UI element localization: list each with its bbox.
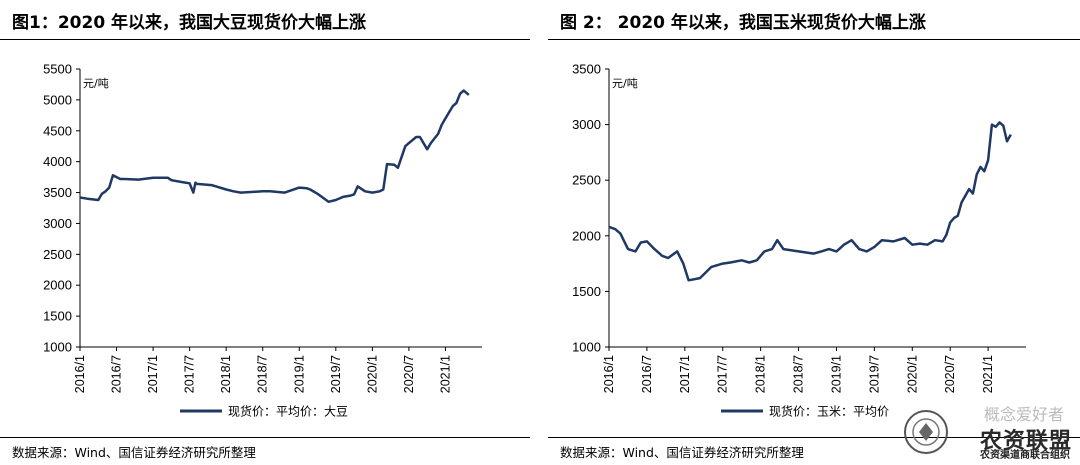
source-rule-left bbox=[0, 437, 530, 438]
watermark-logo-text: 农资联盟 bbox=[979, 429, 1072, 454]
x-tick-label: 2016/1 bbox=[73, 355, 87, 393]
x-tick-label: 2016/1 bbox=[602, 355, 616, 393]
watermark: 概念爱好者 农资联盟 农资渠道商联合组织 bbox=[901, 399, 1076, 461]
title-rule-left bbox=[0, 39, 530, 40]
series-line bbox=[79, 89, 470, 204]
y-tick-label: 4500 bbox=[43, 123, 72, 138]
x-tick-label: 2020/1 bbox=[365, 355, 379, 393]
x-tick-label: 2019/1 bbox=[292, 355, 306, 393]
y-tick-label: 2500 bbox=[43, 247, 72, 262]
legend-label: 现货价：玉米：平均价 bbox=[769, 404, 889, 419]
watermark-wechat-text: 概念爱好者 bbox=[983, 405, 1064, 424]
y-tick-label: 5000 bbox=[43, 92, 72, 107]
y-tick-label: 5500 bbox=[43, 62, 72, 77]
x-tick-label: 2020/7 bbox=[402, 355, 416, 393]
y-tick-label: 1000 bbox=[43, 340, 72, 355]
x-tick-label: 2017/1 bbox=[146, 355, 160, 393]
x-tick-label: 2019/7 bbox=[329, 355, 343, 393]
soybean-price-chart: 1000 1500 2000 2500 3000 3500 4000 4500 5000 5500… bbox=[43, 62, 482, 419]
y-tick-label: 3500 bbox=[572, 62, 601, 77]
data-source-left: 数据来源：Wind、国信证券经济研究所整理 bbox=[12, 445, 256, 460]
x-tick-label: 2019/7 bbox=[867, 355, 881, 393]
right-panel: 图 2： 2020 年以来，我国玉米现货价大幅上涨 1000 1500 2000 25… bbox=[548, 0, 1080, 465]
x-tick-label: 2017/7 bbox=[716, 355, 730, 393]
unit-label: 元/吨 bbox=[612, 77, 638, 90]
x-tick-label: 2021/1 bbox=[438, 355, 452, 393]
y-tick-label: 1500 bbox=[43, 309, 72, 324]
left-panel: 图1：2020 年以来，我国大豆现货价大幅上涨 1000 1500 2000 2500… bbox=[0, 0, 530, 465]
watermark-logo-subtext: 农资渠道商联合组织 bbox=[980, 450, 1070, 461]
source-rule-right bbox=[548, 437, 1080, 438]
x-tick-label: 2018/1 bbox=[219, 355, 233, 393]
x-tick-label: 2021/1 bbox=[981, 355, 995, 393]
y-tick-label: 1500 bbox=[572, 284, 601, 299]
figure-title-left: 图1：2020 年以来，我国大豆现货价大幅上涨 bbox=[12, 13, 367, 33]
series-line bbox=[608, 121, 1012, 282]
y-tick-label: 4000 bbox=[43, 154, 72, 169]
legend-label: 现货价：平均价：大豆 bbox=[228, 404, 348, 419]
y-tick-label: 2000 bbox=[572, 228, 601, 243]
x-tick-label: 2016/7 bbox=[110, 355, 124, 393]
x-tick-label: 2020/7 bbox=[943, 355, 957, 393]
data-source-right: 数据来源：Wind、国信证券经济研究所整理 bbox=[560, 445, 804, 460]
x-tick-label: 2017/7 bbox=[183, 355, 197, 393]
title-rule-right bbox=[548, 39, 1080, 40]
x-tick-label: 2016/7 bbox=[640, 355, 654, 393]
corn-price-chart: 1000 1500 2000 2500 3000 3500 2016/1 2016/7 2017… bbox=[572, 62, 1026, 419]
unit-label: 元/吨 bbox=[83, 77, 109, 90]
y-tick-label: 3500 bbox=[43, 185, 72, 200]
figure-title-right: 图 2： 2020 年以来，我国玉米现货价大幅上涨 bbox=[560, 13, 926, 33]
x-tick-label: 2017/1 bbox=[678, 355, 692, 393]
y-tick-label: 2500 bbox=[572, 173, 601, 188]
y-tick-label: 3000 bbox=[572, 117, 601, 132]
x-tick-label: 2018/7 bbox=[256, 355, 270, 393]
y-tick-label: 2000 bbox=[43, 278, 72, 293]
x-tick-label: 2020/1 bbox=[905, 355, 919, 393]
y-tick-label: 1000 bbox=[572, 340, 601, 355]
x-tick-label: 2018/1 bbox=[754, 355, 768, 393]
x-tick-label: 2018/7 bbox=[792, 355, 806, 393]
y-tick-label: 3000 bbox=[43, 216, 72, 231]
watermark-seal-icon bbox=[904, 410, 948, 454]
x-tick-label: 2019/1 bbox=[829, 355, 843, 393]
